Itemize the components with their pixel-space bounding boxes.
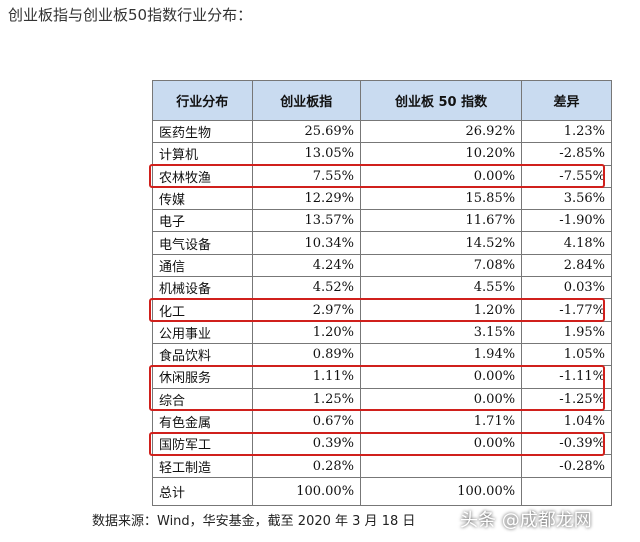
- table-row: 食品饮料 0.89% 1.94% 1.05%: [152, 342, 612, 367]
- cell: 农林牧渔: [152, 164, 253, 188]
- table-row: 计算机 13.05% 10.20% -2.85%: [152, 142, 612, 166]
- cell: 0.28%: [251, 454, 362, 478]
- cell: 3.56%: [521, 186, 612, 211]
- cell: [521, 476, 612, 506]
- cell: 总计: [152, 476, 253, 506]
- cell: 0.67%: [251, 409, 362, 434]
- cell: 0.03%: [521, 276, 612, 300]
- watermark: 头条 @成都龙网: [460, 510, 592, 531]
- cell: -1.25%: [521, 387, 612, 411]
- cell: 25.69%: [251, 119, 362, 144]
- cell: [360, 454, 523, 478]
- cell: 4.55%: [360, 276, 523, 300]
- column-header: 差异: [521, 80, 612, 121]
- column-header: 创业板 50 指数: [360, 80, 523, 121]
- header-row: 行业分布 创业板指 创业板 50 指数 差异: [152, 80, 612, 121]
- cell: 4.18%: [521, 231, 612, 255]
- column-header: 创业板指: [251, 80, 362, 121]
- cell: 1.25%: [251, 387, 362, 411]
- cell: 15.85%: [360, 186, 523, 211]
- table-row: 轻工制造 0.28% -0.28%: [152, 454, 612, 478]
- column-header: 行业分布: [152, 80, 253, 121]
- cell: 7.08%: [360, 253, 523, 278]
- cell: 食品饮料: [152, 342, 253, 367]
- cell: 1.20%: [251, 320, 362, 344]
- title: 创业板指与创业板50指数行业分布：: [8, 6, 253, 24]
- highlight-box: [149, 432, 605, 456]
- highlight-box: [149, 365, 605, 411]
- cell: 1.05%: [521, 342, 612, 367]
- table-row: 化工 2.97% 1.20% -1.77%: [152, 298, 612, 322]
- industry-table: 行业分布 创业板指 创业板 50 指数 差异 医药生物 25.69% 26.92% 1.23%…: [152, 80, 612, 506]
- cell: -1.90%: [521, 209, 612, 233]
- total-row: 总计 100.00% 100.00%: [152, 476, 612, 506]
- table-row: 国防军工 0.39% 0.00% -0.39%: [152, 432, 612, 456]
- table-row: 公用事业 1.20% 3.15% 1.95%: [152, 320, 612, 344]
- cell: 26.92%: [360, 119, 523, 144]
- cell: 1.71%: [360, 409, 523, 434]
- cell: 计算机: [152, 142, 253, 166]
- table-row: 电气设备 10.34% 14.52% 4.18%: [152, 231, 612, 255]
- cell: 医药生物: [152, 119, 253, 144]
- cell: 10.20%: [360, 142, 523, 166]
- highlight-box: [149, 164, 605, 188]
- table-row: 电子 13.57% 11.67% -1.90%: [152, 209, 612, 233]
- table-row: 机械设备 4.52% 4.55% 0.03%: [152, 276, 612, 300]
- cell: 电子: [152, 209, 253, 233]
- cell: 传媒: [152, 186, 253, 211]
- cell: 3.15%: [360, 320, 523, 344]
- cell: 10.34%: [251, 231, 362, 255]
- cell: 14.52%: [360, 231, 523, 255]
- cell: 7.55%: [251, 164, 362, 188]
- table-row: 通信 4.24% 7.08% 2.84%: [152, 253, 612, 278]
- table-row: 医药生物 25.69% 26.92% 1.23%: [152, 119, 612, 144]
- cell: 100.00%: [360, 476, 523, 506]
- cell: 1.95%: [521, 320, 612, 344]
- cell: 通信: [152, 253, 253, 278]
- cell: 4.24%: [251, 253, 362, 278]
- cell: 轻工制造: [152, 454, 253, 478]
- cell: -2.85%: [521, 142, 612, 166]
- cell: 1.23%: [521, 119, 612, 144]
- table-row: 有色金属 0.67% 1.71% 1.04%: [152, 409, 612, 434]
- cell: 机械设备: [152, 276, 253, 300]
- table-row: 综合 1.25% 0.00% -1.25%: [152, 387, 612, 411]
- cell: 1.04%: [521, 409, 612, 434]
- cell: 13.57%: [251, 209, 362, 233]
- cell: 11.67%: [360, 209, 523, 233]
- cell: 12.29%: [251, 186, 362, 211]
- cell: 0.89%: [251, 342, 362, 367]
- cell: 有色金属: [152, 409, 253, 434]
- cell: 4.52%: [251, 276, 362, 300]
- cell: 2.84%: [521, 253, 612, 278]
- cell: 电气设备: [152, 231, 253, 255]
- cell: 公用事业: [152, 320, 253, 344]
- cell: 1.94%: [360, 342, 523, 367]
- cell: 13.05%: [251, 142, 362, 166]
- table-row: 传媒 12.29% 15.85% 3.56%: [152, 186, 612, 211]
- cell: 100.00%: [251, 476, 362, 506]
- source-note: 数据来源：Wind，华安基金，截至 2020 年 3 月 18 日: [92, 514, 416, 529]
- cell: -0.28%: [521, 454, 612, 478]
- highlight-box: [149, 298, 605, 322]
